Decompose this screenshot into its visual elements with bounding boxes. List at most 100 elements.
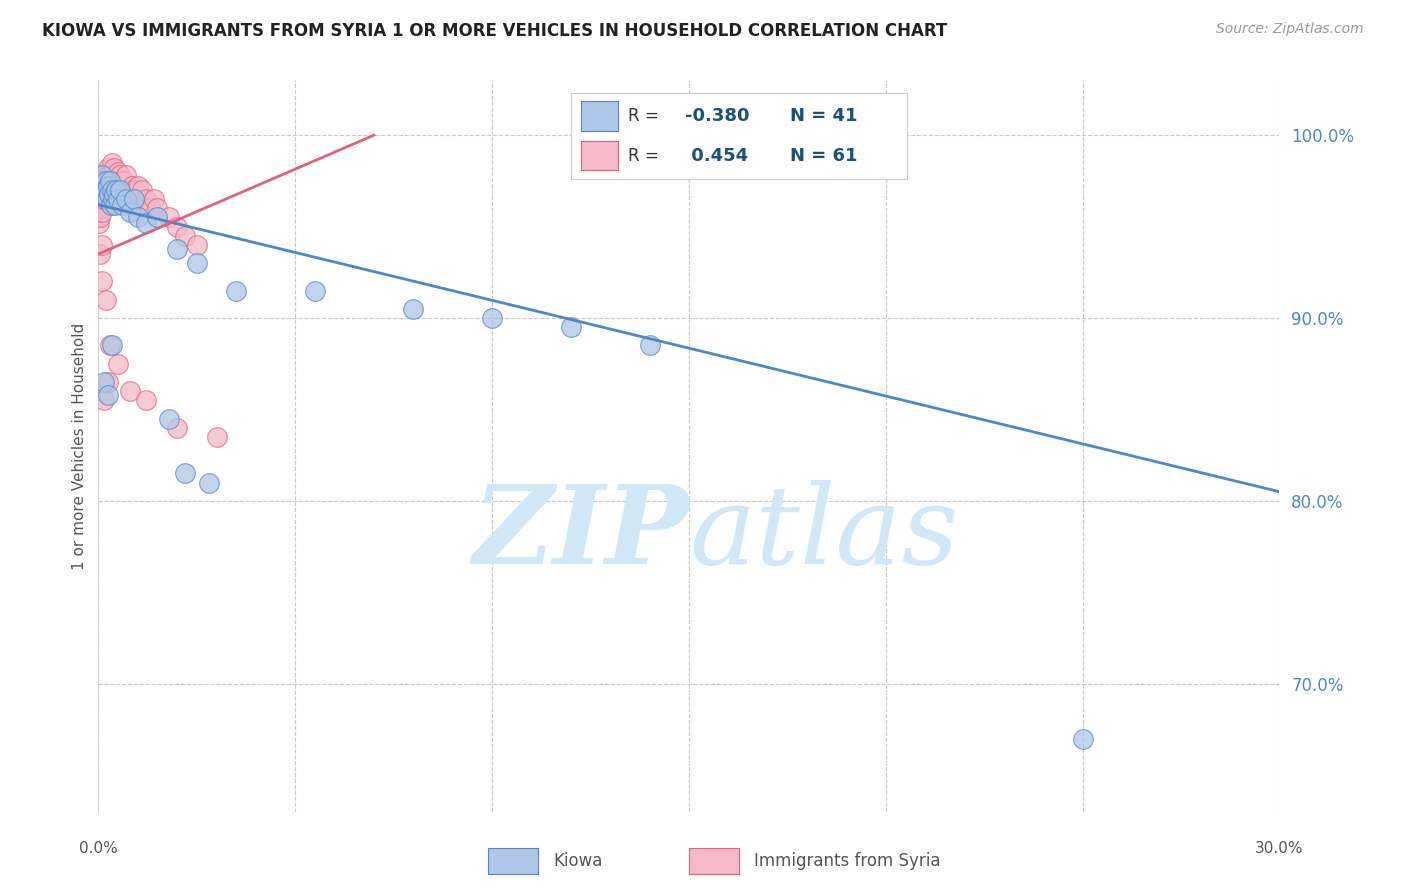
- Point: [91, 275, 114, 289]
- Point: [89, 211, 111, 225]
- Point: [127, 179, 149, 194]
- Point: [97, 375, 120, 389]
- Point: [90, 179, 112, 194]
- Point: [121, 179, 143, 194]
- Point: [101, 179, 124, 194]
- Point: [127, 192, 149, 206]
- Point: [100, 197, 122, 211]
- Point: [197, 475, 219, 490]
- Point: [100, 165, 122, 179]
- Point: [91, 183, 114, 197]
- Point: [91, 183, 114, 197]
- Point: [97, 161, 120, 175]
- Point: [186, 256, 208, 270]
- Point: [89, 174, 111, 188]
- Point: [101, 338, 124, 352]
- Point: [108, 169, 131, 183]
- Point: [157, 211, 180, 225]
- Point: [304, 284, 326, 298]
- Point: [103, 183, 125, 197]
- Point: [107, 179, 129, 194]
- Point: [115, 192, 138, 206]
- Point: [107, 165, 129, 179]
- Point: [97, 183, 120, 197]
- Point: [131, 183, 153, 197]
- Point: [142, 192, 165, 206]
- Point: [127, 211, 149, 225]
- Point: [135, 192, 157, 206]
- Point: [166, 219, 188, 234]
- Point: [186, 238, 208, 252]
- Point: [90, 202, 112, 216]
- Point: [98, 192, 121, 206]
- Point: [98, 174, 121, 188]
- Point: [111, 174, 134, 188]
- Point: [118, 384, 141, 399]
- Point: [560, 320, 582, 334]
- Point: [103, 169, 125, 183]
- Point: [93, 192, 115, 206]
- Point: [103, 161, 125, 175]
- Point: [118, 205, 141, 219]
- Text: Immigrants from Syria: Immigrants from Syria: [754, 852, 941, 870]
- Point: [481, 311, 503, 326]
- Point: [97, 179, 120, 194]
- Point: [101, 183, 124, 197]
- Point: [93, 169, 115, 183]
- Point: [93, 375, 115, 389]
- Point: [138, 202, 160, 216]
- Text: 30.0%: 30.0%: [1256, 841, 1303, 856]
- Point: [174, 467, 197, 481]
- Text: Kiowa: Kiowa: [553, 852, 603, 870]
- Point: [115, 169, 138, 183]
- Point: [93, 393, 115, 408]
- Point: [103, 186, 125, 201]
- Point: [96, 186, 118, 201]
- Point: [101, 155, 124, 169]
- Text: atlas: atlas: [689, 480, 959, 588]
- Point: [90, 192, 112, 206]
- Point: [105, 183, 128, 197]
- Text: Source: ZipAtlas.com: Source: ZipAtlas.com: [1216, 22, 1364, 37]
- Point: [146, 211, 169, 225]
- Point: [146, 202, 169, 216]
- Point: [402, 301, 425, 316]
- Point: [117, 183, 139, 197]
- Point: [98, 186, 121, 201]
- Point: [98, 174, 121, 188]
- Point: [115, 192, 138, 206]
- Point: [98, 338, 121, 352]
- Point: [105, 179, 128, 194]
- Point: [111, 197, 134, 211]
- Text: ZIP: ZIP: [472, 480, 689, 588]
- Point: [90, 238, 112, 252]
- Point: [107, 357, 129, 371]
- Text: 0.0%: 0.0%: [79, 841, 118, 856]
- Point: [122, 192, 145, 206]
- Point: [111, 186, 134, 201]
- Point: [91, 179, 114, 194]
- Point: [205, 430, 228, 444]
- Point: [98, 169, 121, 183]
- Point: [94, 174, 117, 188]
- Point: [135, 393, 157, 408]
- Point: [91, 169, 114, 183]
- Point: [93, 186, 115, 201]
- Point: [1071, 731, 1094, 746]
- Point: [103, 192, 125, 206]
- Y-axis label: 1 or more Vehicles in Household: 1 or more Vehicles in Household: [72, 322, 87, 570]
- Point: [225, 284, 247, 298]
- Point: [91, 205, 114, 219]
- Point: [112, 174, 135, 188]
- Point: [96, 293, 118, 307]
- Point: [108, 183, 131, 197]
- Point: [174, 228, 197, 243]
- Point: [89, 216, 111, 230]
- Point: [89, 247, 111, 261]
- Point: [96, 169, 118, 183]
- Point: [118, 186, 141, 201]
- Point: [94, 174, 117, 188]
- Point: [166, 242, 188, 256]
- Point: [104, 174, 127, 188]
- Point: [122, 183, 145, 197]
